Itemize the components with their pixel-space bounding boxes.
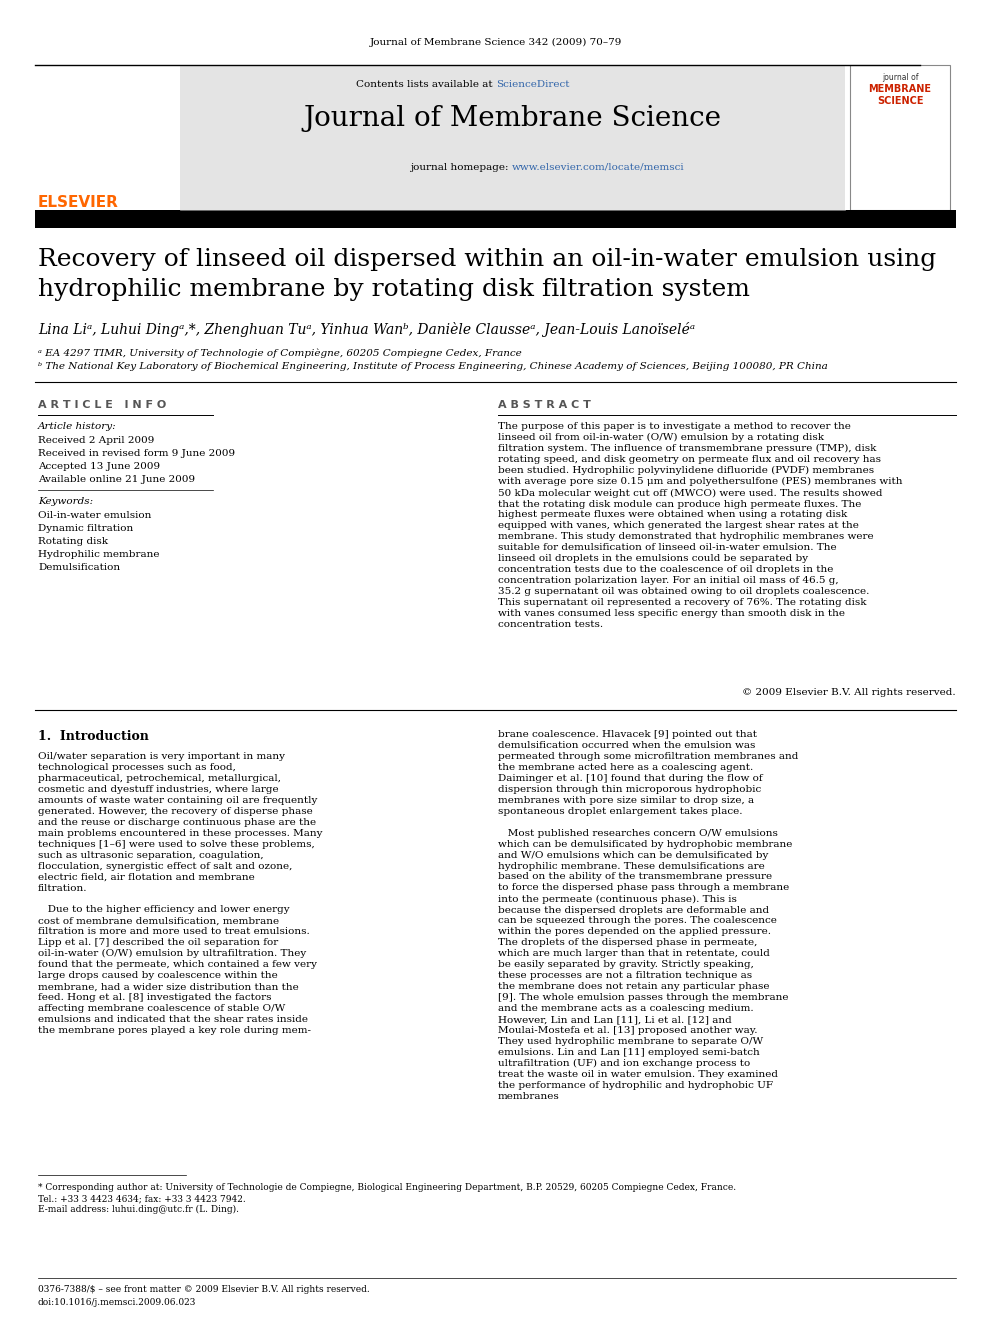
Bar — [180, 65, 845, 210]
Text: Recovery of linseed oil dispersed within an oil-in-water emulsion using: Recovery of linseed oil dispersed within… — [38, 247, 936, 271]
Text: Journal of Membrane Science: Journal of Membrane Science — [303, 105, 721, 132]
Text: Received 2 April 2009: Received 2 April 2009 — [38, 437, 155, 445]
Text: A B S T R A C T: A B S T R A C T — [498, 400, 591, 410]
Text: journal homepage:: journal homepage: — [411, 163, 512, 172]
Text: Oil-in-water emulsion: Oil-in-water emulsion — [38, 511, 152, 520]
Text: Hydrophilic membrane: Hydrophilic membrane — [38, 550, 160, 560]
Text: The purpose of this paper is to investigate a method to recover the
linseed oil : The purpose of this paper is to investig… — [498, 422, 903, 628]
Text: brane coalescence. Hlavacek [9] pointed out that
demulsification occurred when t: brane coalescence. Hlavacek [9] pointed … — [498, 730, 799, 1101]
Text: Keywords:: Keywords: — [38, 497, 93, 505]
Text: Received in revised form 9 June 2009: Received in revised form 9 June 2009 — [38, 448, 235, 458]
Text: Rotating disk: Rotating disk — [38, 537, 108, 546]
Text: * Corresponding author at: University of Technologie de Compiegne, Biological En: * Corresponding author at: University of… — [38, 1183, 736, 1215]
Text: ᵇ The National Key Laboratory of Biochemical Engineering, Institute of Process E: ᵇ The National Key Laboratory of Biochem… — [38, 363, 827, 370]
Text: 1.  Introduction: 1. Introduction — [38, 730, 149, 744]
Text: Article history:: Article history: — [38, 422, 117, 431]
Text: © 2009 Elsevier B.V. All rights reserved.: © 2009 Elsevier B.V. All rights reserved… — [742, 688, 956, 697]
Text: SCIENCE: SCIENCE — [877, 97, 924, 106]
Text: journal of: journal of — [882, 73, 919, 82]
Text: Contents lists available at: Contents lists available at — [356, 79, 496, 89]
Text: Available online 21 June 2009: Available online 21 June 2009 — [38, 475, 195, 484]
Text: A R T I C L E   I N F O: A R T I C L E I N F O — [38, 400, 167, 410]
Text: doi:10.1016/j.memsci.2009.06.023: doi:10.1016/j.memsci.2009.06.023 — [38, 1298, 196, 1307]
Bar — [850, 65, 950, 210]
Text: www.elsevier.com/locate/memsci: www.elsevier.com/locate/memsci — [512, 163, 684, 172]
Text: Accepted 13 June 2009: Accepted 13 June 2009 — [38, 462, 160, 471]
Text: 0376-7388/$ – see front matter © 2009 Elsevier B.V. All rights reserved.: 0376-7388/$ – see front matter © 2009 El… — [38, 1285, 370, 1294]
Text: Demulsification: Demulsification — [38, 564, 120, 572]
Text: Oil/water separation is very important in many
technological processes such as f: Oil/water separation is very important i… — [38, 751, 322, 1035]
Bar — [35, 210, 956, 228]
Text: hydrophilic membrane by rotating disk filtration system: hydrophilic membrane by rotating disk fi… — [38, 278, 750, 302]
Text: MEMBRANE: MEMBRANE — [869, 83, 931, 94]
Text: ScienceDirect: ScienceDirect — [496, 79, 569, 89]
Text: ELSEVIER: ELSEVIER — [38, 194, 119, 210]
Text: ᵃ EA 4297 TIMR, University of Technologie of Compiègne, 60205 Compiegne Cedex, F: ᵃ EA 4297 TIMR, University of Technologi… — [38, 348, 522, 357]
Text: Lina Liᵃ, Luhui Dingᵃ,*, Zhenghuan Tuᵃ, Yinhua Wanᵇ, Danièle Clausseᵃ, Jean-Loui: Lina Liᵃ, Luhui Dingᵃ,*, Zhenghuan Tuᵃ, … — [38, 321, 695, 337]
Text: Journal of Membrane Science 342 (2009) 70–79: Journal of Membrane Science 342 (2009) 7… — [370, 38, 622, 48]
Text: Dynamic filtration: Dynamic filtration — [38, 524, 133, 533]
